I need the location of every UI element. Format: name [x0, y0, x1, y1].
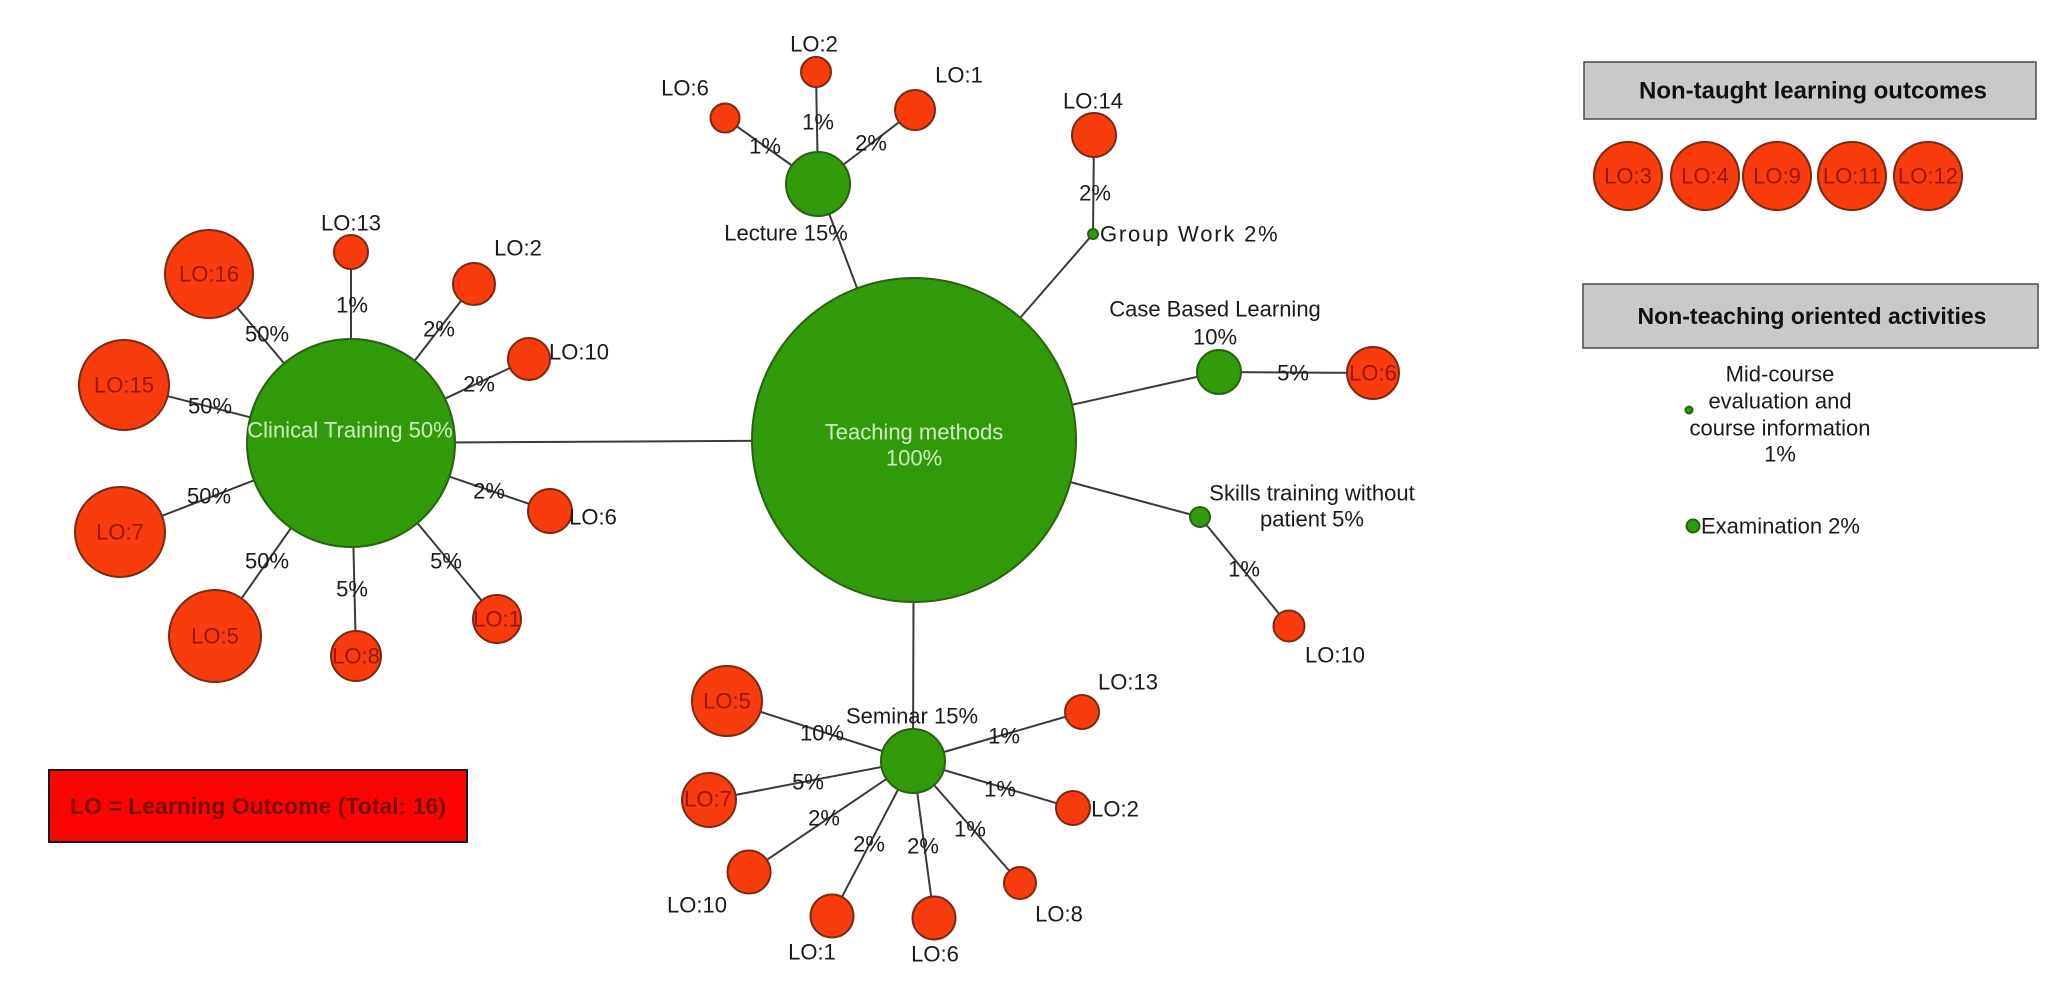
svg-text:LO:7: LO:7	[96, 520, 144, 545]
svg-text:50%: 50%	[245, 322, 289, 347]
svg-text:LO:16: LO:16	[179, 262, 239, 287]
svg-text:10%: 10%	[800, 721, 844, 746]
svg-text:50%: 50%	[187, 484, 231, 509]
svg-text:LO:2: LO:2	[790, 32, 838, 57]
svg-text:50%: 50%	[188, 394, 232, 419]
svg-text:LO:11: LO:11	[1823, 164, 1881, 189]
svg-text:LO:1: LO:1	[788, 940, 836, 965]
svg-text:1%: 1%	[802, 110, 834, 135]
svg-text:Clinical Training 50%: Clinical Training 50%	[247, 418, 452, 443]
svg-text:10%: 10%	[1193, 325, 1237, 350]
svg-text:50%: 50%	[245, 549, 289, 574]
svg-text:LO:9: LO:9	[1753, 164, 1801, 189]
svg-text:LO:10: LO:10	[549, 340, 609, 365]
svg-text:LO:6: LO:6	[911, 942, 959, 967]
svg-text:2%: 2%	[855, 131, 887, 156]
svg-text:2%: 2%	[1079, 181, 1111, 206]
svg-text:1%: 1%	[1764, 442, 1796, 467]
svg-text:LO:14: LO:14	[1063, 89, 1123, 114]
svg-text:LO:8: LO:8	[332, 644, 380, 669]
svg-text:Mid-course: Mid-course	[1726, 362, 1835, 387]
svg-text:100%: 100%	[886, 446, 942, 471]
svg-text:LO:5: LO:5	[191, 624, 239, 649]
svg-text:LO:6: LO:6	[1349, 361, 1397, 386]
svg-text:1%: 1%	[1228, 557, 1260, 582]
svg-text:2%: 2%	[473, 479, 505, 504]
svg-text:5%: 5%	[336, 577, 368, 602]
svg-text:LO:2: LO:2	[1091, 797, 1139, 822]
svg-text:LO:12: LO:12	[1898, 164, 1958, 189]
svg-text:Non-taught learning outcomes: Non-taught learning outcomes	[1639, 78, 1987, 105]
svg-text:Group Work 2%: Group Work 2%	[1100, 222, 1280, 247]
svg-text:LO:10: LO:10	[1305, 643, 1365, 668]
svg-text:LO:15: LO:15	[94, 373, 154, 398]
svg-text:1%: 1%	[954, 817, 986, 842]
svg-text:evaluation and: evaluation and	[1708, 389, 1851, 414]
svg-text:Non-teaching oriented activiti: Non-teaching oriented activities	[1638, 303, 1987, 329]
svg-text:Case Based Learning: Case Based Learning	[1109, 297, 1321, 322]
svg-text:LO:10: LO:10	[667, 893, 727, 918]
svg-text:LO:13: LO:13	[321, 211, 381, 236]
svg-text:LO:4: LO:4	[1681, 164, 1729, 189]
svg-text:LO:3: LO:3	[1604, 164, 1652, 189]
svg-text:5%: 5%	[792, 770, 824, 795]
svg-text:2%: 2%	[853, 832, 885, 857]
svg-text:2%: 2%	[808, 806, 840, 831]
svg-text:1%: 1%	[988, 724, 1020, 749]
svg-text:5%: 5%	[1277, 361, 1309, 386]
svg-text:LO:2: LO:2	[494, 236, 542, 261]
svg-text:LO:1: LO:1	[935, 63, 983, 88]
svg-text:patient 5%: patient 5%	[1260, 507, 1364, 532]
svg-text:LO:8: LO:8	[1035, 902, 1083, 927]
svg-text:LO:5: LO:5	[703, 689, 751, 714]
svg-text:1%: 1%	[984, 777, 1016, 802]
svg-text:1%: 1%	[749, 134, 781, 159]
svg-text:2%: 2%	[423, 317, 455, 342]
svg-text:LO:1: LO:1	[473, 607, 521, 632]
svg-text:Teaching methods: Teaching methods	[825, 420, 1004, 445]
svg-text:LO:7: LO:7	[684, 787, 732, 812]
svg-text:2%: 2%	[907, 834, 939, 859]
svg-text:Lecture 15%: Lecture 15%	[724, 221, 848, 246]
svg-text:Skills training without: Skills training without	[1209, 481, 1414, 506]
svg-text:LO:13: LO:13	[1098, 670, 1158, 695]
svg-text:5%: 5%	[430, 549, 462, 574]
svg-text:1%: 1%	[336, 293, 368, 318]
svg-text:2%: 2%	[463, 372, 495, 397]
svg-text:LO:6: LO:6	[569, 505, 617, 530]
svg-text:Seminar 15%: Seminar 15%	[846, 704, 978, 729]
svg-text:Examination 2%: Examination 2%	[1701, 514, 1860, 539]
svg-text:LO:6: LO:6	[661, 76, 709, 101]
svg-text:LO = Learning Outcome (Total:: LO = Learning Outcome (Total: 16)	[70, 793, 446, 819]
svg-text:course information: course information	[1690, 416, 1871, 441]
